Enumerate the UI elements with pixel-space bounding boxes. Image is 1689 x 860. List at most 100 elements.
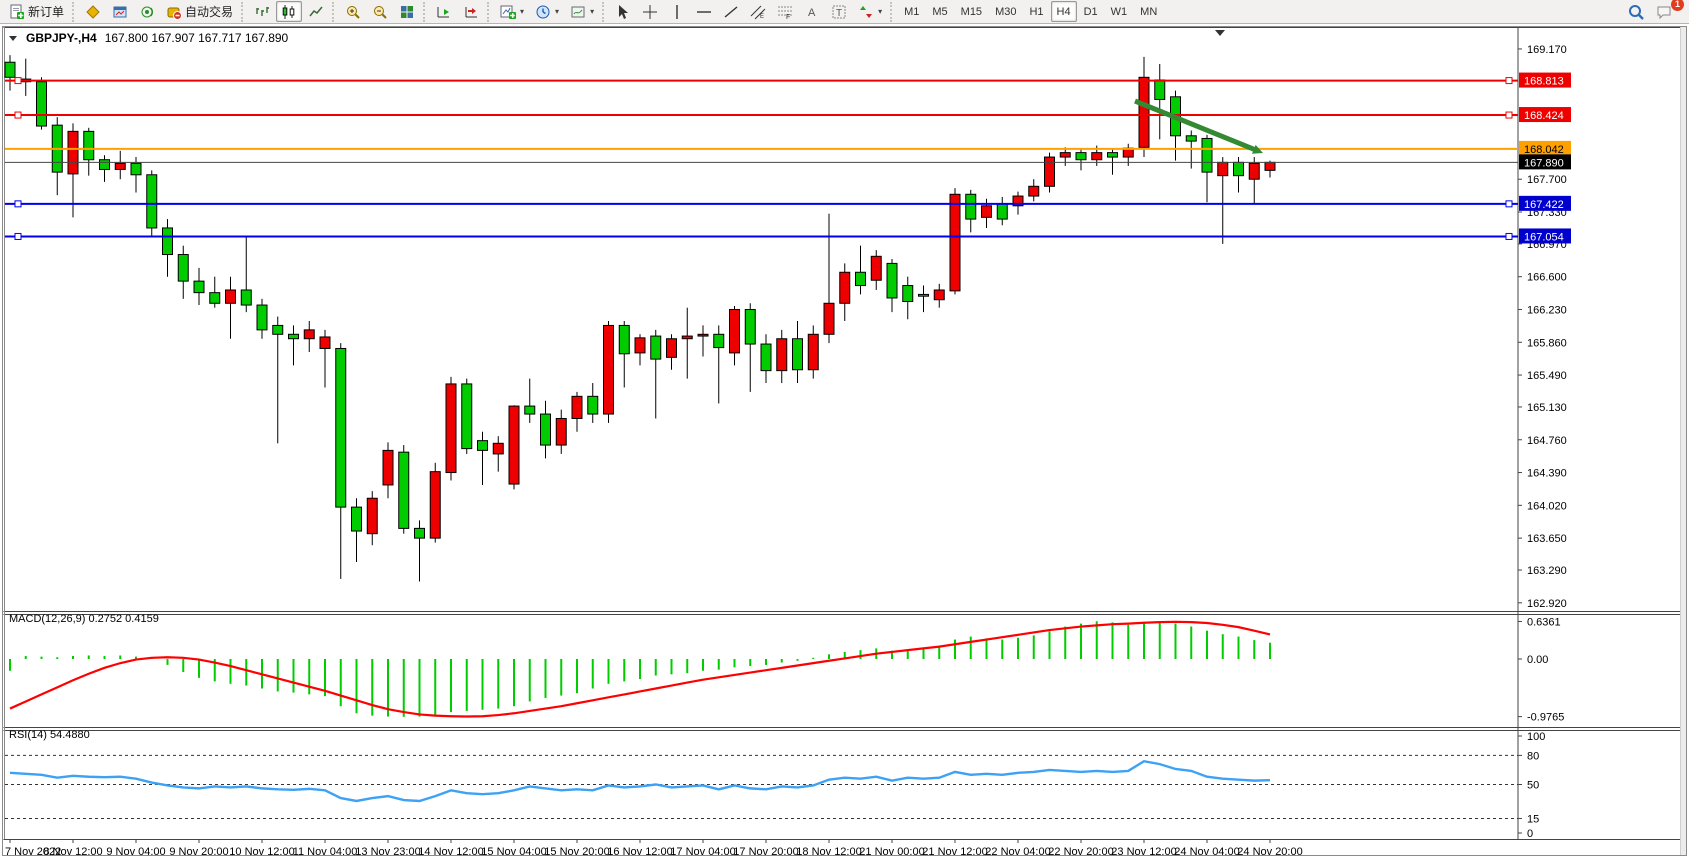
timeframe-w1-button[interactable]: W1 (1105, 1, 1134, 22)
autotrading-label: 自动交易 (185, 5, 234, 19)
timeframe-m15-button[interactable]: M15 (955, 1, 988, 22)
chat-button[interactable]: 1 (1651, 0, 1684, 22)
candle-up (492, 442, 504, 455)
svg-text:163.650: 163.650 (1527, 533, 1567, 545)
bar-chart-icon (256, 6, 270, 16)
channel-tool-button[interactable]: E (745, 1, 771, 22)
timeframe-label: M30 (995, 5, 1017, 18)
line-handle[interactable] (1505, 77, 1513, 85)
fibonacci-tool-button[interactable]: F (772, 1, 798, 22)
indicators-add-icon (500, 5, 517, 19)
periods-button[interactable]: ▾ (530, 1, 564, 22)
market-watch-button[interactable] (80, 1, 106, 22)
right-scroll-strip[interactable] (1680, 27, 1686, 855)
arrow-head (1252, 144, 1263, 154)
arrows-tool-button[interactable]: ▾ (853, 1, 887, 22)
dropdown-caret: ▾ (590, 7, 595, 16)
price-badge (1519, 228, 1571, 244)
indicators-button[interactable]: ▾ (495, 1, 529, 22)
chart-window[interactable]: 169.170 167.700 167.330 166.970 166.600 166.2… (2, 26, 1687, 858)
line-handle[interactable] (14, 77, 22, 85)
search-icon (1629, 4, 1644, 20)
candle-up (382, 449, 394, 486)
vertical-line-tool-button[interactable] (664, 1, 690, 22)
candle-up (429, 471, 441, 539)
auto-scroll-button[interactable] (431, 1, 457, 22)
text-label-tool-button[interactable]: T (826, 1, 852, 22)
signals-button[interactable] (134, 1, 160, 22)
chart-ohlc-values: 167.800 167.907 167.717 167.890 (104, 31, 289, 45)
line-handle[interactable] (14, 232, 22, 240)
candle-up (571, 395, 583, 419)
candle-down (256, 304, 268, 331)
candlestick-chart-button[interactable] (276, 1, 303, 22)
line-handle[interactable] (1505, 200, 1513, 208)
time-axis-label: 15 Nov 04:00 (481, 846, 546, 855)
chevron-down-icon[interactable] (9, 34, 18, 43)
line-handle[interactable] (1505, 111, 1513, 119)
time-axis-label: 17 Nov 20:00 (733, 846, 798, 855)
candle-down (1185, 135, 1197, 142)
chart-canvas[interactable]: 169.170167.700167.330166.970166.600166.2… (3, 27, 1686, 858)
text-tool-button[interactable]: A (799, 1, 825, 22)
timeframe-h4-button[interactable]: H4 (1050, 1, 1077, 22)
zoom-out-button[interactable] (367, 1, 393, 22)
chat-icon (1657, 6, 1671, 19)
chart-shift-icon (465, 6, 478, 17)
chart-shift-button[interactable] (458, 1, 484, 22)
bar-chart-button[interactable] (249, 1, 275, 22)
cursor-tool-button[interactable] (610, 1, 636, 22)
trendline-icon (724, 5, 738, 18)
templates-button[interactable]: ▾ (565, 1, 599, 22)
data-window-button[interactable] (107, 1, 133, 22)
line-chart-button[interactable] (303, 1, 329, 22)
timeframe-m30-button[interactable]: M30 (989, 1, 1022, 22)
chart-shift-marker[interactable] (1215, 30, 1225, 36)
trend-arrow[interactable] (1134, 98, 1263, 154)
timeframe-m5-button[interactable]: M5 (926, 1, 953, 22)
crosshair-tool-button[interactable] (637, 1, 663, 22)
candle-up (303, 329, 315, 340)
timeframe-d1-button[interactable]: D1 (1078, 1, 1104, 22)
tile-windows-button[interactable] (394, 1, 420, 22)
autotrading-button[interactable]: 自动交易 (161, 1, 238, 22)
time-axis-label: 21 Nov 00:00 (859, 846, 924, 855)
timeframe-mn-button[interactable]: MN (1134, 1, 1163, 22)
timeframe-label: M1 (904, 5, 920, 18)
toolbar-separator (487, 1, 492, 22)
candle-down (146, 174, 158, 229)
time-axis-label: 9 Nov 04:00 (106, 846, 165, 855)
candle-down (996, 203, 1008, 220)
svg-text:162.920: 162.920 (1527, 598, 1567, 610)
market-watch-icon (86, 4, 100, 19)
candle-up (697, 333, 709, 337)
auto-scroll-icon (437, 6, 450, 17)
timeframe-m1-button[interactable]: M1 (898, 1, 925, 22)
new-order-icon (10, 4, 24, 19)
candles-layer (4, 55, 1276, 582)
line-handle[interactable] (14, 111, 22, 119)
candle-up (603, 324, 614, 415)
price-badge-label: 167.890 (1524, 157, 1564, 169)
candle-up (445, 383, 457, 474)
search-button[interactable] (1622, 1, 1650, 22)
new-order-button[interactable]: 新订单 (4, 1, 69, 22)
horizontal-line-icon (697, 10, 712, 13)
svg-text:80: 80 (1527, 750, 1539, 762)
time-axis-label: 13 Nov 23:00 (355, 846, 420, 855)
candle-up (776, 338, 788, 372)
timeframe-h1-button[interactable]: H1 (1023, 1, 1049, 22)
candle-down (886, 262, 898, 299)
horizontal-line-tool-button[interactable] (691, 1, 717, 22)
candle-up (555, 417, 567, 446)
candle-up (729, 308, 740, 354)
line-handle[interactable] (1505, 232, 1513, 240)
candle-down (1107, 152, 1118, 158)
line-handle[interactable] (14, 200, 22, 208)
trendline-tool-button[interactable] (718, 1, 744, 22)
macd-signal-line (9, 620, 1271, 718)
time-axis-label: 22 Nov 20:00 (1048, 846, 1113, 855)
zoom-in-button[interactable] (340, 1, 366, 22)
